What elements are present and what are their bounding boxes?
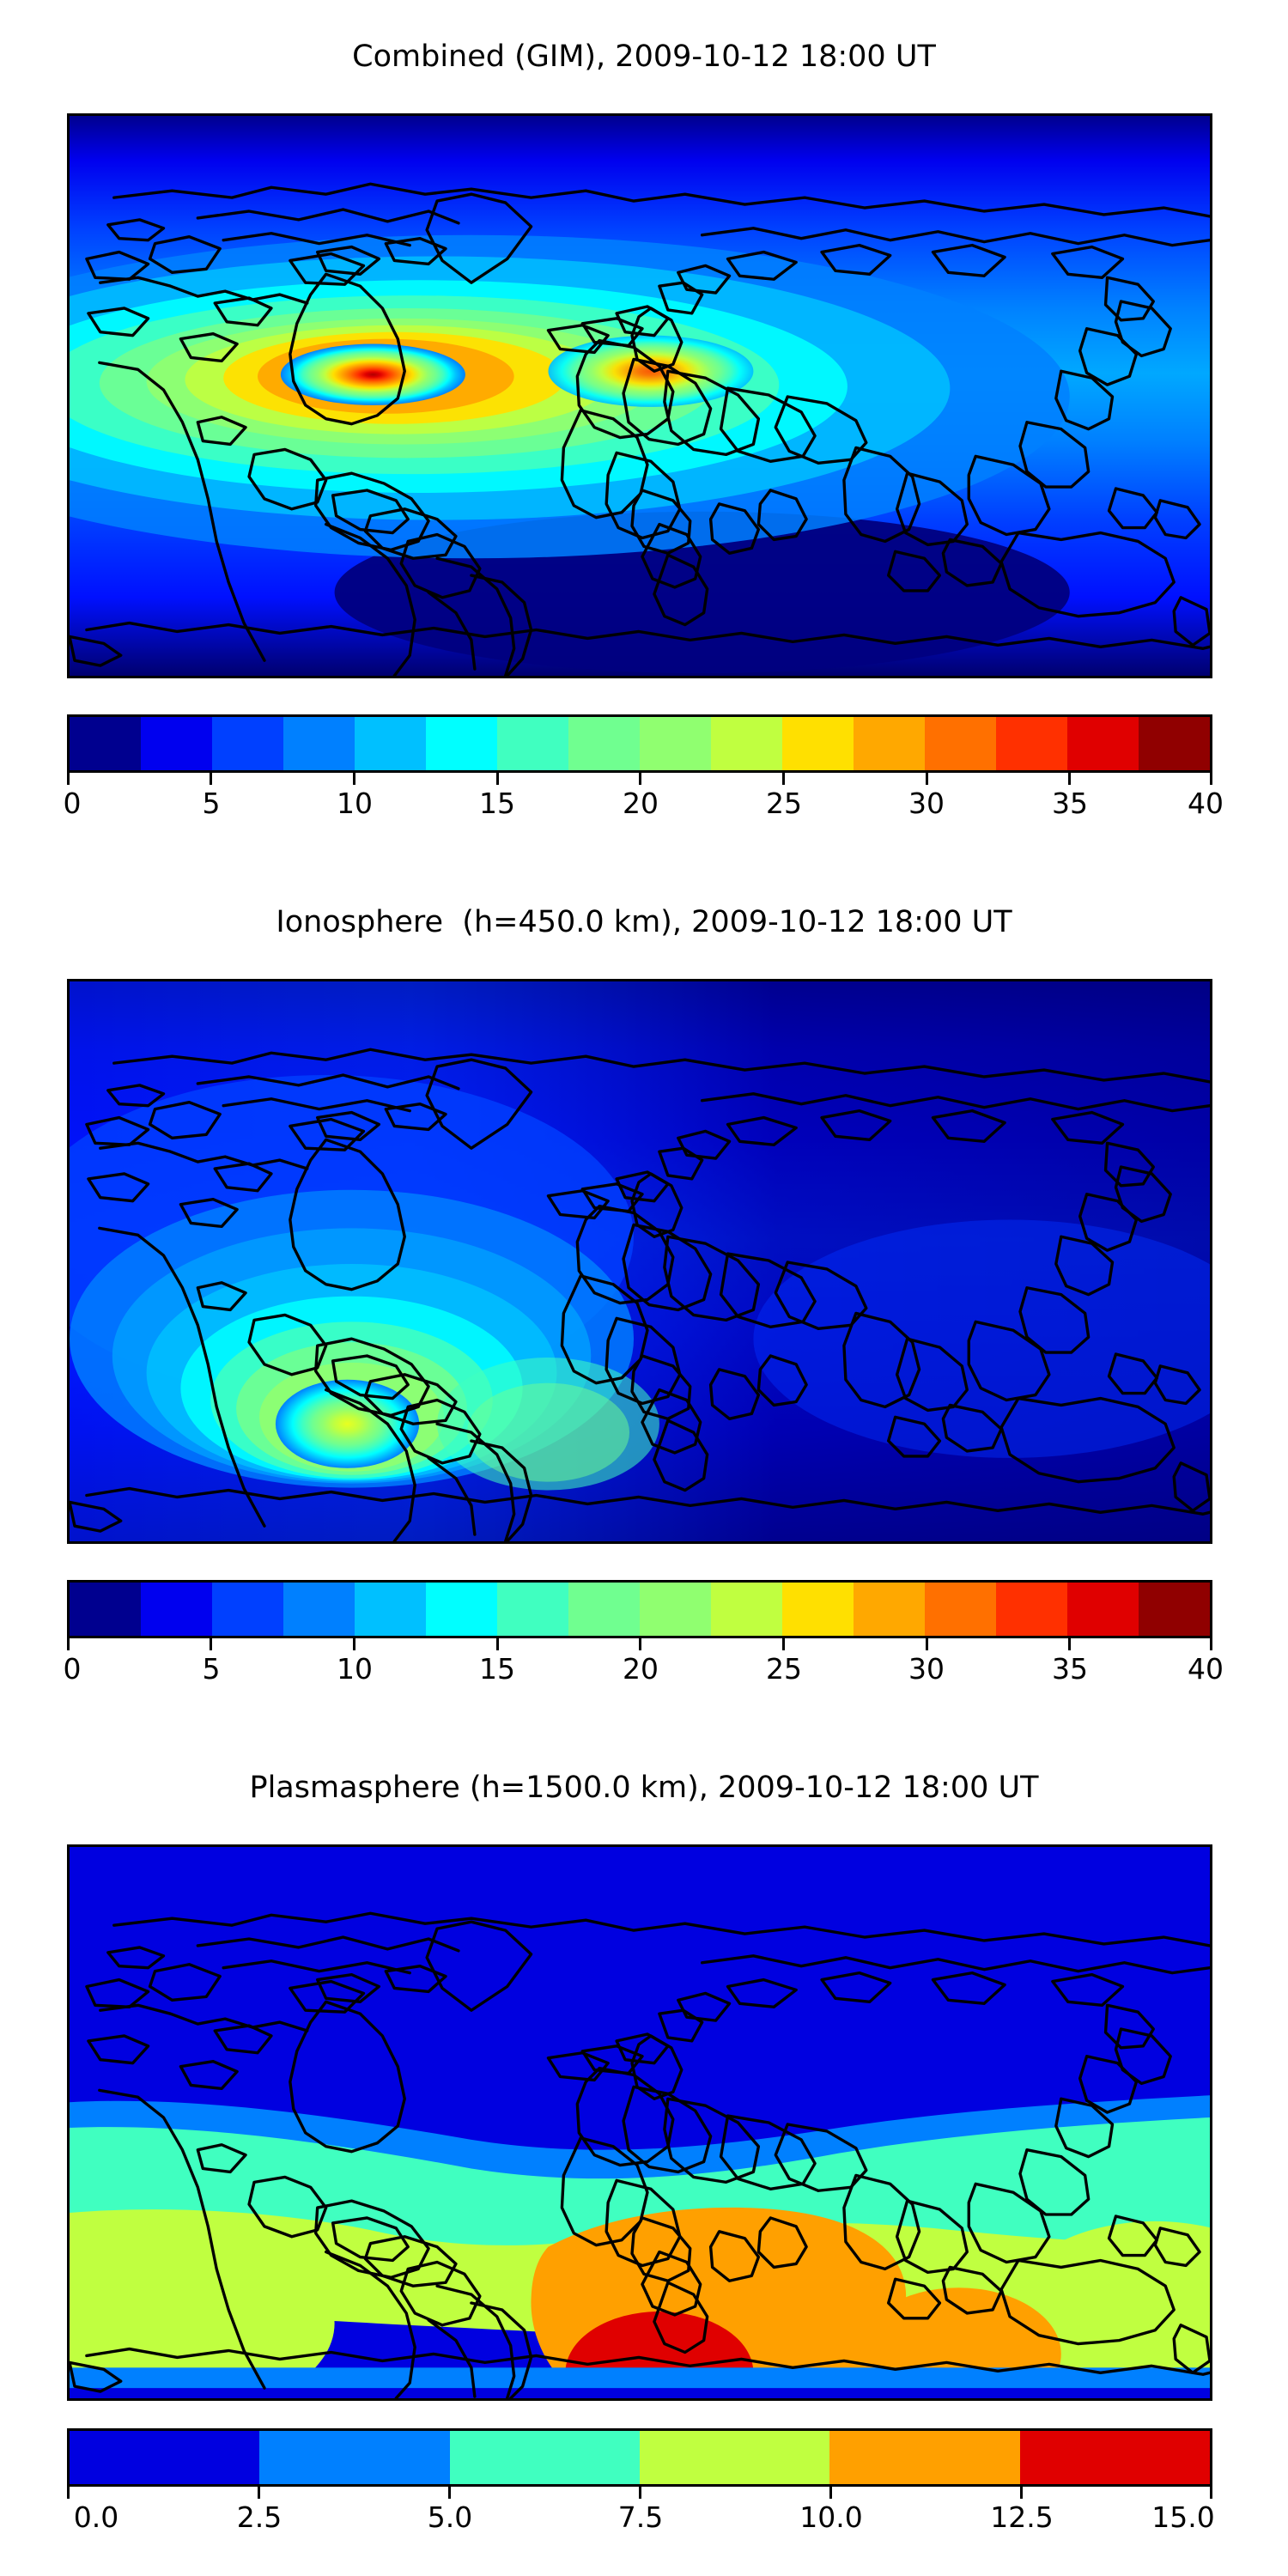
colorbar-ticklabels-combined-gim: 0 5 10 15 20 25 30 35 40 (63, 785, 1224, 823)
map-ionosphere[interactable] (67, 979, 1212, 1544)
cbar3-tick-6: 15.0 (1151, 2500, 1215, 2534)
colorbar-combined-gim[interactable]: 0 5 10 15 20 25 30 35 40 (63, 714, 1224, 823)
cbar3-tick-2: 5.0 (427, 2500, 473, 2534)
colorbar-bands-plasmasphere (67, 2428, 1212, 2487)
map-contour-layer-ionosphere (70, 981, 1210, 1541)
cbar3-tick-4: 10.0 (799, 2500, 863, 2534)
cbar2-tick-6: 30 (908, 1652, 945, 1686)
colorbar-ticklabels-ionosphere: 0 5 10 15 20 25 30 35 40 (63, 1650, 1224, 1688)
panel-title-ionosphere: Ionosphere (h=450.0 km), 2009-10-12 18:0… (276, 905, 1012, 939)
cbar3-tick-5: 12.5 (990, 2500, 1054, 2534)
contour-plot-combined-gim (70, 116, 1210, 676)
map-plasmasphere[interactable] (67, 1844, 1212, 2401)
colorbar-ticks-combined-gim (67, 773, 1212, 785)
cbar2-tick-8: 40 (1188, 1652, 1224, 1686)
cbar1-tick-0: 0 (63, 787, 82, 820)
cbar1-tick-5: 25 (766, 787, 802, 820)
colorbar-ionosphere[interactable]: 0 5 10 15 20 25 30 35 40 (63, 1580, 1224, 1688)
cbar3-tick-0: 0.0 (73, 2500, 119, 2534)
cbar2-tick-1: 5 (202, 1652, 221, 1686)
map-contour-layer-combined-gim (70, 116, 1210, 676)
panel-ionosphere: Ionosphere (h=450.0 km), 2009-10-12 18:0… (0, 866, 1288, 1724)
cbar2-tick-7: 35 (1052, 1652, 1088, 1686)
cbar2-tick-3: 15 (479, 1652, 515, 1686)
panel-plasmasphere: Plasmasphere (h=1500.0 km), 2009-10-12 1… (0, 1731, 1288, 2576)
cbar1-tick-1: 5 (202, 787, 221, 820)
cbar3-tick-1: 2.5 (236, 2500, 283, 2534)
panel-combined-gim: Combined (GIM), 2009-10-12 18:00 UT (0, 0, 1288, 859)
cbar1-tick-4: 20 (623, 787, 659, 820)
panel-title-combined-gim: Combined (GIM), 2009-10-12 18:00 UT (352, 39, 936, 74)
cbar2-tick-2: 10 (337, 1652, 373, 1686)
cbar1-tick-3: 15 (479, 787, 515, 820)
cbar2-tick-4: 20 (623, 1652, 659, 1686)
contour-plot-ionosphere (70, 981, 1210, 1541)
cbar1-tick-6: 30 (908, 787, 945, 820)
colorbar-bands-combined-gim (67, 714, 1212, 773)
cbar2-tick-5: 25 (766, 1652, 802, 1686)
cbar1-tick-8: 40 (1188, 787, 1224, 820)
cbar3-tick-3: 7.5 (617, 2500, 664, 2534)
map-contour-layer-plasmasphere (70, 1847, 1210, 2398)
cbar2-tick-0: 0 (63, 1652, 82, 1686)
colorbar-ticks-plasmasphere (67, 2487, 1212, 2499)
colorbar-plasmasphere[interactable]: 0.0 2.5 5.0 7.5 10.0 12.5 15.0 (67, 2428, 1215, 2537)
contour-plot-plasmasphere (70, 1847, 1210, 2398)
cbar1-tick-7: 35 (1052, 787, 1088, 820)
map-combined-gim[interactable] (67, 113, 1212, 678)
colorbar-ticks-ionosphere (67, 1638, 1212, 1650)
panel-title-plasmasphere: Plasmasphere (h=1500.0 km), 2009-10-12 1… (249, 1771, 1039, 1805)
cbar1-tick-2: 10 (337, 787, 373, 820)
colorbar-ticklabels-plasmasphere: 0.0 2.5 5.0 7.5 10.0 12.5 15.0 (67, 2499, 1215, 2537)
colorbar-bands-ionosphere (67, 1580, 1212, 1638)
